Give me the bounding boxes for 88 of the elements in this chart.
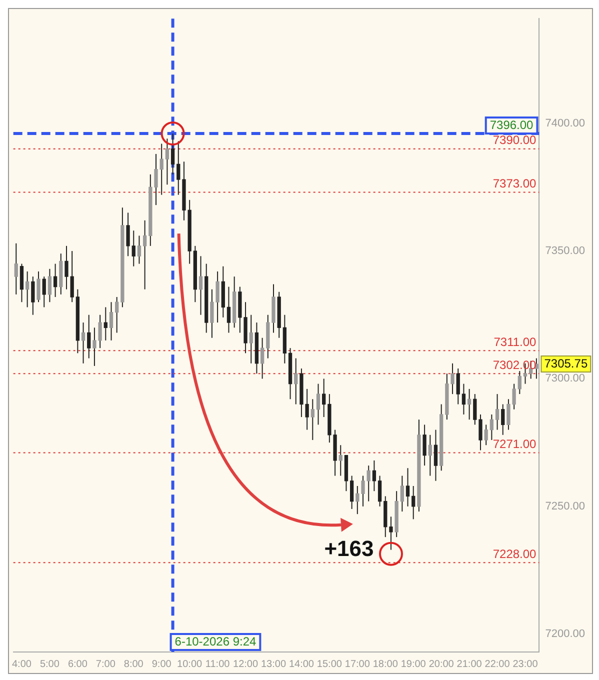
- candlestick: [165, 138, 170, 186]
- x-tick-label: 20:00: [428, 658, 454, 670]
- candlestick: [176, 140, 180, 196]
- candlestick: [467, 388, 472, 420]
- candlestick: [126, 212, 130, 257]
- y-tick-label: 7350.00: [545, 245, 586, 258]
- candlestick: [478, 414, 482, 451]
- x-tick-label: 12:00: [233, 658, 258, 670]
- candlestick: [322, 378, 326, 418]
- candlestick: [25, 270, 30, 308]
- candlestick: [154, 153, 158, 206]
- candlestick: [338, 444, 342, 476]
- x-tick-label: 19:00: [400, 658, 426, 670]
- x-tick-label: 18:00: [372, 658, 398, 670]
- candlestick: [428, 434, 432, 476]
- candlestick: [64, 245, 68, 290]
- candlestick: [198, 256, 203, 316]
- x-tick-label: 10:00: [177, 658, 203, 670]
- x-tick-label: 17:00: [344, 658, 370, 670]
- annotation: +163: [324, 536, 374, 561]
- y-tick-label: 7200.00: [545, 628, 586, 640]
- candlestick: [366, 465, 370, 502]
- candlestick: [501, 404, 505, 436]
- candlestick: [484, 424, 488, 446]
- ref-line-label: 7396.00: [490, 118, 534, 132]
- candlestick: [260, 337, 264, 380]
- candlestick: [81, 322, 86, 364]
- x-tick-label: 6:00: [68, 658, 88, 670]
- candlestick: [412, 485, 416, 520]
- candlestick: [170, 133, 175, 175]
- candlestick: [350, 475, 354, 510]
- candlestick: [294, 358, 298, 405]
- candlestick: [42, 276, 46, 308]
- candlestick: [490, 414, 494, 441]
- x-tick-label: 23:00: [512, 658, 538, 670]
- candlestick: [48, 268, 52, 303]
- candlestick: [31, 276, 35, 316]
- candlestick: [104, 306, 108, 341]
- ref-line-label: 7228.00: [492, 546, 537, 561]
- candlestick: [378, 475, 382, 507]
- ref-line-label: 7390.00: [492, 133, 537, 148]
- y-tick-label: 7400.00: [545, 117, 586, 130]
- y-tick-label: 7300.00: [545, 372, 586, 385]
- x-tick-label: 13:00: [260, 658, 286, 670]
- ref-line-label: 7271.00: [492, 437, 537, 452]
- candlestick: [473, 394, 477, 426]
- candlestick: [14, 242, 18, 295]
- x-tick-label: 5:00: [40, 658, 60, 670]
- ref-line-label: 7311.00: [494, 334, 537, 349]
- x-tick-label: 4:00: [12, 658, 32, 670]
- x-tick-label: 8:00: [124, 658, 144, 670]
- candlestick: [70, 250, 74, 303]
- ref-line-label: 7373.00: [492, 176, 537, 191]
- candlestick: [462, 383, 466, 415]
- x-tick-label: 11:00: [205, 658, 230, 670]
- candlestick: [400, 475, 404, 512]
- x-tick-label: 22:00: [484, 658, 510, 670]
- candlestick: [53, 263, 58, 298]
- x-tick-label: 9:00: [152, 658, 172, 670]
- x-tick-label: 14:00: [288, 658, 314, 670]
- candlestick: [109, 302, 114, 341]
- candlestick: [518, 370, 522, 395]
- candlestick: [310, 398, 314, 441]
- candlestick: [87, 314, 91, 359]
- candlestick: [372, 460, 376, 492]
- candlestick: [249, 314, 253, 364]
- candlestick: [406, 468, 410, 507]
- x-tick-label: 7:00: [96, 658, 116, 670]
- candlestick: [316, 383, 320, 426]
- candlestick: [142, 220, 147, 290]
- candlestick: [132, 230, 136, 267]
- candlestick: [20, 263, 24, 303]
- y-tick-label: 7250.00: [545, 500, 586, 512]
- x-tick-label: 15:00: [316, 658, 342, 670]
- candlestick: [389, 516, 393, 550]
- candlestick: [115, 296, 119, 334]
- candlestick: [160, 143, 164, 196]
- candlestick: [495, 394, 500, 430]
- text: 7305.75: [544, 356, 588, 370]
- x-tick-label: 21:00: [456, 658, 482, 670]
- candlestick: [356, 485, 360, 515]
- candlestick: [456, 368, 460, 405]
- text: 6-10-2026 9:24: [174, 634, 256, 648]
- candlestick: [422, 424, 426, 466]
- candlestick: [137, 235, 142, 264]
- candlestick: [226, 286, 231, 334]
- candlestick: [361, 475, 365, 507]
- candlestick: [434, 429, 438, 482]
